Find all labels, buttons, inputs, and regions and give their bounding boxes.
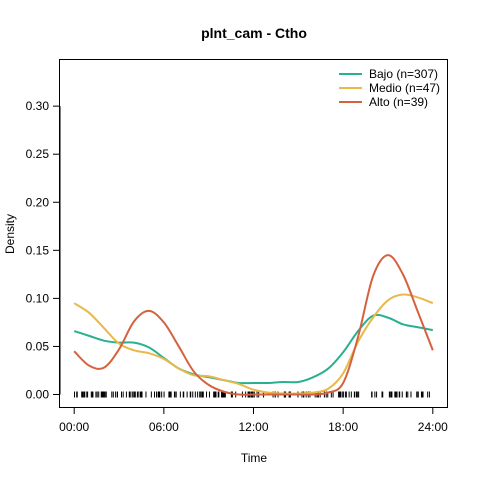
legend-label: Medio (n=47) bbox=[369, 81, 440, 95]
y-axis: 0.00 0.05 0.10 0.15 0.20 0.25 0.30 bbox=[26, 99, 61, 402]
series-lines bbox=[73, 254, 434, 396]
x-tick-label: 18:00 bbox=[328, 420, 358, 434]
y-axis-label: Density bbox=[3, 214, 17, 254]
series-line-2 bbox=[73, 254, 434, 396]
legend-label: Alto (n=39) bbox=[369, 95, 428, 109]
legend: Bajo (n=307)Medio (n=47)Alto (n=39) bbox=[339, 67, 440, 109]
y-tick-label: 0.05 bbox=[26, 339, 50, 353]
x-tick-label: 06:00 bbox=[149, 420, 179, 434]
y-tick-label: 0.00 bbox=[26, 388, 50, 402]
x-tick-label: 00:00 bbox=[59, 420, 89, 434]
x-axis: 00:00 06:00 12:00 18:00 24:00 bbox=[59, 407, 448, 434]
series-line-0 bbox=[73, 313, 433, 385]
x-tick-label: 12:00 bbox=[238, 420, 268, 434]
x-axis-label: Time bbox=[241, 451, 268, 465]
chart-title: plnt_cam - Ctho bbox=[201, 25, 307, 41]
legend-label: Bajo (n=307) bbox=[369, 67, 438, 81]
rug-marks bbox=[74, 391, 430, 398]
y-tick-label: 0.10 bbox=[26, 291, 50, 305]
series-line-1 bbox=[73, 293, 434, 395]
y-tick-label: 0.25 bbox=[26, 147, 50, 161]
x-tick-label: 24:00 bbox=[418, 420, 448, 434]
y-tick-label: 0.30 bbox=[26, 99, 50, 113]
y-tick-label: 0.20 bbox=[26, 195, 50, 209]
y-tick-label: 0.15 bbox=[26, 243, 50, 257]
